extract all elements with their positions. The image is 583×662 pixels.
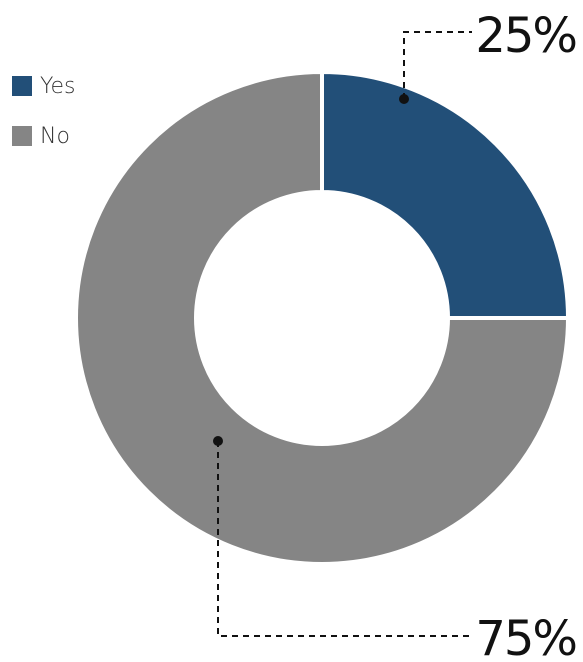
callout-line-no bbox=[217, 441, 472, 637]
slice-label-no: 75% bbox=[475, 611, 576, 662]
callout-dot-yes bbox=[399, 94, 409, 104]
callout-line-yes bbox=[403, 31, 472, 99]
slice-label-yes: 25% bbox=[475, 8, 576, 64]
callout-dot-no bbox=[213, 436, 223, 446]
slice-no bbox=[74, 69, 571, 566]
legend-item-no: No bbox=[12, 122, 76, 150]
donut-slices bbox=[74, 69, 571, 566]
callout-lines bbox=[213, 31, 472, 637]
legend-label-no: No bbox=[40, 123, 70, 149]
legend-swatch-yes bbox=[12, 76, 32, 96]
legend-swatch-no bbox=[12, 126, 32, 146]
legend-item-yes: Yes bbox=[12, 72, 76, 100]
legend: Yes No bbox=[12, 72, 76, 172]
legend-label-yes: Yes bbox=[40, 73, 76, 99]
slice-yes bbox=[320, 69, 571, 320]
